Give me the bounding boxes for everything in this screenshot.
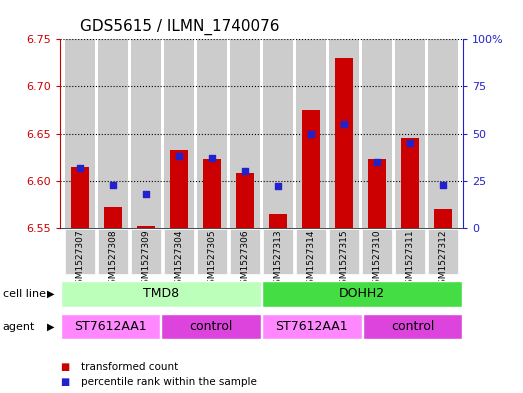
- Point: [307, 130, 315, 137]
- Text: ▶: ▶: [48, 289, 55, 299]
- Bar: [61, 314, 160, 339]
- Point: [373, 159, 381, 165]
- Bar: [395, 39, 425, 228]
- Text: GDS5615 / ILMN_1740076: GDS5615 / ILMN_1740076: [81, 19, 280, 35]
- Point: [406, 140, 414, 146]
- Bar: [197, 229, 227, 274]
- Text: GSM1527315: GSM1527315: [339, 230, 348, 290]
- Bar: [329, 39, 359, 228]
- Text: GSM1527309: GSM1527309: [141, 230, 151, 290]
- Bar: [131, 39, 161, 228]
- Text: transformed count: transformed count: [81, 362, 178, 373]
- Bar: [368, 159, 386, 228]
- Text: GSM1527308: GSM1527308: [108, 230, 118, 290]
- Bar: [335, 58, 353, 228]
- Point: [241, 168, 249, 174]
- Point: [208, 155, 216, 161]
- Bar: [164, 39, 194, 228]
- Text: GSM1527311: GSM1527311: [405, 230, 415, 290]
- Text: ST7612AA1: ST7612AA1: [74, 320, 147, 333]
- Bar: [362, 39, 392, 228]
- Text: DOHH2: DOHH2: [339, 287, 385, 300]
- Bar: [131, 229, 161, 274]
- Text: agent: agent: [3, 321, 35, 332]
- Bar: [269, 214, 287, 228]
- Text: GSM1527313: GSM1527313: [274, 230, 282, 290]
- Point: [76, 164, 84, 171]
- Text: control: control: [391, 320, 434, 333]
- Bar: [296, 39, 326, 228]
- Bar: [262, 281, 462, 307]
- Text: cell line: cell line: [3, 289, 46, 299]
- Bar: [428, 39, 458, 228]
- Bar: [363, 314, 462, 339]
- Point: [274, 183, 282, 189]
- Point: [439, 182, 447, 188]
- Text: GSM1527304: GSM1527304: [175, 230, 184, 290]
- Text: control: control: [189, 320, 233, 333]
- Text: TMD8: TMD8: [143, 287, 179, 300]
- Text: GSM1527312: GSM1527312: [439, 230, 448, 290]
- Text: GSM1527307: GSM1527307: [75, 230, 84, 290]
- Bar: [162, 314, 261, 339]
- Point: [142, 191, 150, 197]
- Point: [340, 121, 348, 127]
- Text: percentile rank within the sample: percentile rank within the sample: [81, 377, 257, 387]
- Text: ■: ■: [60, 362, 70, 373]
- Bar: [230, 229, 260, 274]
- Bar: [137, 226, 155, 228]
- Bar: [230, 39, 260, 228]
- Bar: [104, 207, 122, 228]
- Text: GSM1527305: GSM1527305: [208, 230, 217, 290]
- Bar: [203, 159, 221, 228]
- Text: ST7612AA1: ST7612AA1: [276, 320, 348, 333]
- Text: GSM1527314: GSM1527314: [306, 230, 315, 290]
- Bar: [329, 229, 359, 274]
- Bar: [428, 229, 458, 274]
- Bar: [263, 39, 293, 228]
- Text: ■: ■: [60, 377, 70, 387]
- Bar: [434, 209, 452, 228]
- Bar: [263, 229, 293, 274]
- Bar: [65, 39, 95, 228]
- Bar: [98, 39, 128, 228]
- Bar: [296, 229, 326, 274]
- Bar: [197, 39, 227, 228]
- Text: ▶: ▶: [48, 321, 55, 332]
- Text: GSM1527306: GSM1527306: [241, 230, 249, 290]
- Text: GSM1527310: GSM1527310: [372, 230, 382, 290]
- Bar: [61, 281, 261, 307]
- Bar: [170, 150, 188, 228]
- Bar: [395, 229, 425, 274]
- Bar: [262, 314, 361, 339]
- Bar: [362, 229, 392, 274]
- Bar: [65, 229, 95, 274]
- Point: [175, 153, 183, 160]
- Point: [109, 182, 117, 188]
- Bar: [98, 229, 128, 274]
- Bar: [302, 110, 320, 228]
- Bar: [401, 138, 419, 228]
- Bar: [71, 167, 89, 228]
- Bar: [236, 173, 254, 228]
- Bar: [164, 229, 194, 274]
